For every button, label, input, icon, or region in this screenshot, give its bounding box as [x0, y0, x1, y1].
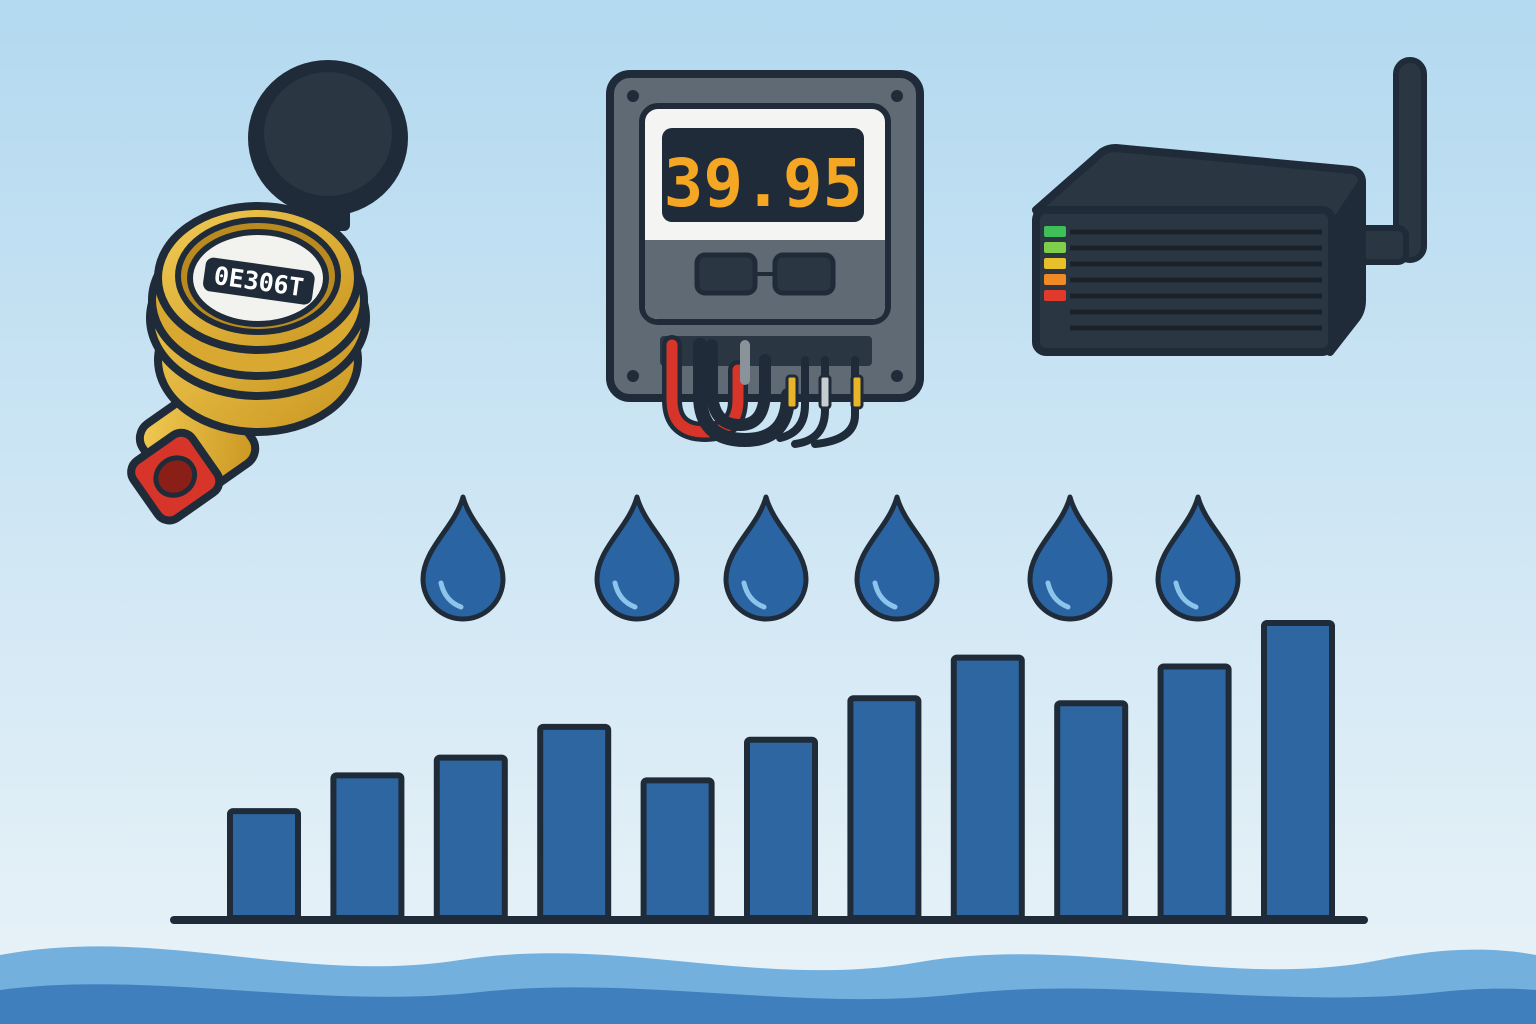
meter-button-left	[694, 252, 758, 296]
water-wave-front	[0, 984, 1536, 1024]
water-drop-icon	[723, 494, 809, 622]
chart-bar	[433, 754, 508, 921]
electric-meter-icon: 39.95	[606, 70, 924, 448]
chart-bar	[847, 695, 922, 922]
water-drops	[420, 494, 1241, 622]
water-drop-icon	[1027, 494, 1113, 622]
iot-gateway-icon	[1032, 57, 1427, 356]
gateway-status-led	[1044, 258, 1066, 269]
gateway-status-led	[1044, 274, 1066, 285]
chart-bar	[640, 777, 715, 922]
water-drop-icon	[854, 494, 940, 622]
water-drop-icon	[594, 494, 680, 622]
meter-button-right	[772, 252, 836, 296]
chart-bar	[227, 808, 301, 921]
chart-bar	[1157, 663, 1232, 921]
chart-bar	[1261, 620, 1335, 921]
bar-chart	[227, 620, 1335, 922]
meter-display	[662, 128, 864, 222]
meter-display-value: 39.95	[664, 145, 863, 222]
chart-bar	[330, 772, 405, 922]
gateway-status-led	[1044, 290, 1066, 301]
chart-bar	[950, 654, 1025, 921]
water-meter-icon: 0E306T	[127, 60, 408, 525]
water-drop-icon	[420, 494, 506, 622]
water-drop-icon	[1155, 494, 1241, 622]
chart-bar	[537, 723, 612, 922]
gateway-status-led	[1044, 226, 1066, 237]
gateway-status-led	[1044, 242, 1066, 253]
chart-bar	[1054, 700, 1129, 922]
chart-bar	[744, 736, 818, 921]
